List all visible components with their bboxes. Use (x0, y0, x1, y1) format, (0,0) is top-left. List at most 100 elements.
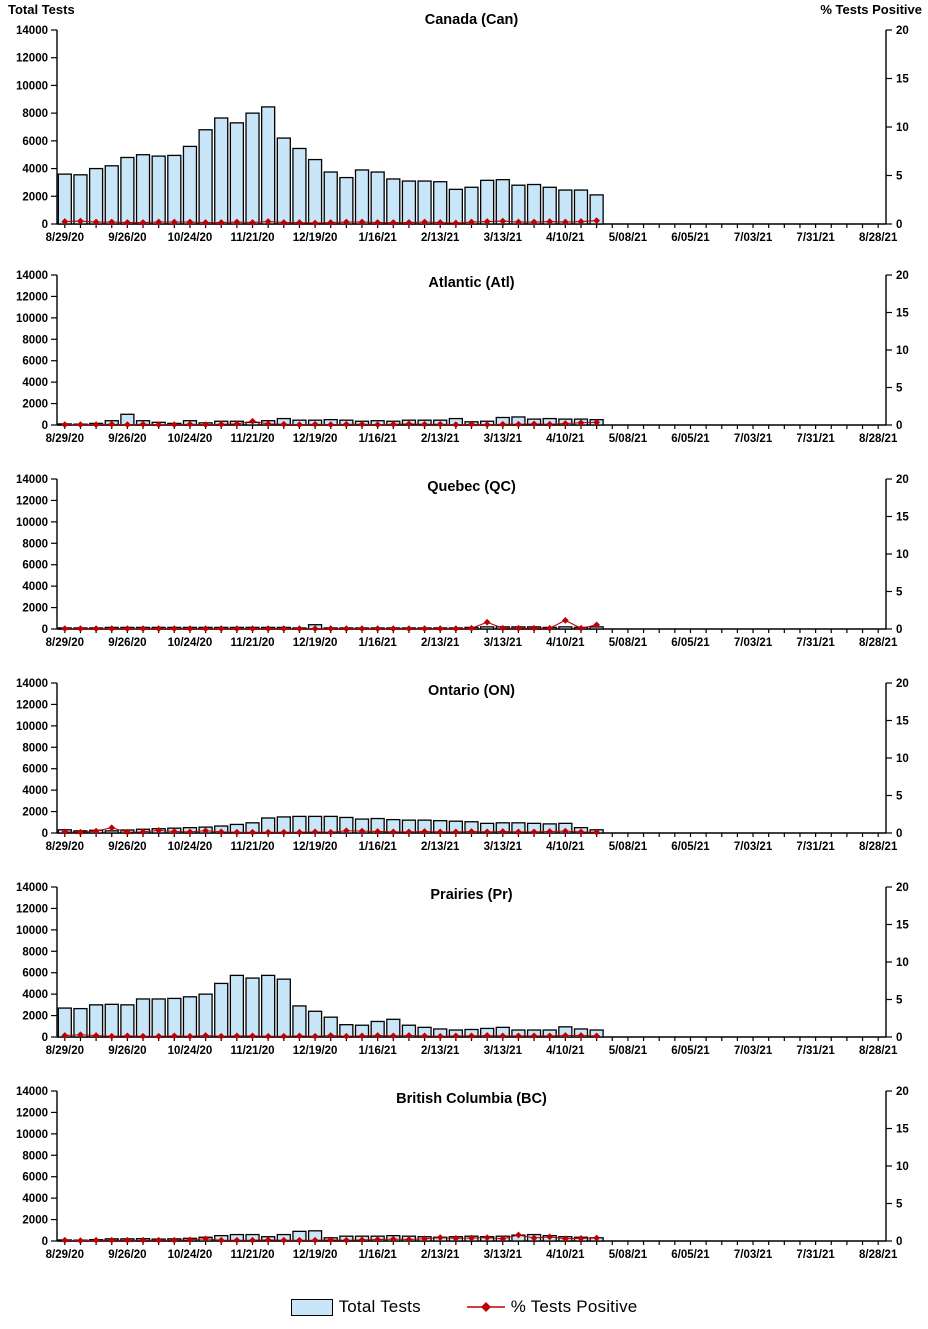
pct-positive-marker (61, 1032, 69, 1039)
x-tick-label: 5/08/21 (609, 637, 648, 649)
legend-label-pct-positive: % Tests Positive (510, 1297, 638, 1316)
right-tick-label: 10 (896, 345, 909, 357)
left-tick-label: 2000 (22, 191, 48, 203)
legend-label-total-tests: Total Tests (338, 1297, 421, 1316)
right-axis-title: % Tests Positive (820, 2, 922, 17)
x-tick-label: 7/03/21 (734, 232, 773, 244)
left-tick-label: 14000 (16, 882, 48, 894)
pct-positive-marker (358, 1032, 366, 1040)
left-tick-label: 0 (42, 420, 48, 432)
pct-positive-marker (374, 219, 382, 226)
pct-positive-marker (483, 421, 491, 429)
pct-positive-marker (436, 219, 444, 226)
pct-positive-marker (61, 421, 69, 429)
left-tick-label: 4000 (22, 989, 48, 1001)
x-tick-label: 12/19/20 (293, 1249, 338, 1261)
pct-positive-marker (530, 1234, 538, 1242)
pct-positive-marker (280, 1032, 288, 1040)
pct-positive-marker (92, 625, 100, 633)
chart-block-atlantic-atl: Atlantic (Atl) 0 2000 4000 6000 8000 10000 1200… (0, 265, 928, 469)
pct-positive-marker (374, 625, 382, 633)
x-tick-label: 10/24/20 (168, 841, 213, 853)
x-tick-label: 11/21/20 (230, 1249, 274, 1261)
pct-positive-marker (452, 828, 460, 836)
left-tick-label: 8000 (22, 538, 48, 550)
pct-positive-marker (155, 625, 163, 633)
right-tick-label: 0 (896, 420, 902, 432)
total-tests-bar (276, 137, 291, 225)
left-tick-label: 6000 (22, 136, 48, 148)
pct-positive-marker (108, 824, 116, 832)
pct-positive-marker (233, 1032, 241, 1040)
left-tick-label: 8000 (22, 946, 48, 958)
left-tick-label: 8000 (22, 108, 48, 120)
total-tests-bar (245, 977, 260, 1038)
pct-positive-marker (436, 1234, 444, 1242)
pct-positive-marker (405, 828, 413, 836)
pct-positive-marker (499, 420, 507, 428)
pct-positive-marker (61, 828, 69, 836)
pct-positive-marker (546, 218, 554, 225)
x-tick-label: 12/19/20 (293, 637, 338, 649)
total-tests-bar (401, 180, 417, 225)
x-tick-label: 2/13/21 (421, 637, 460, 649)
pct-positive-marker (561, 218, 569, 226)
pct-positive-marker (217, 1236, 225, 1244)
pct-positive-marker (311, 420, 319, 428)
total-tests-bar (292, 147, 307, 225)
left-tick-label: 14000 (16, 25, 48, 37)
total-tests-bar (104, 165, 119, 225)
pct-positive-marker (202, 219, 209, 226)
chart-title: British Columbia (BC) (396, 1091, 547, 1107)
pct-positive-marker (483, 618, 491, 626)
total-tests-bar (276, 978, 291, 1038)
right-tick-label: 5 (896, 995, 903, 1007)
right-tick-label: 10 (896, 1161, 909, 1173)
x-tick-label: 7/03/21 (734, 637, 773, 649)
pct-positive-marker (280, 1236, 288, 1244)
pct-positive-marker (374, 1236, 382, 1243)
left-tick-label: 2000 (22, 1011, 48, 1023)
legend-item-total-tests: Total Tests (290, 1297, 421, 1317)
pct-positive-marker (217, 219, 225, 226)
total-tests-bar (104, 1003, 119, 1038)
pct-positive-marker (327, 1236, 335, 1244)
pct-positive-marker (342, 827, 350, 835)
total-tests-bar (198, 993, 213, 1038)
pct-positive-marker (170, 1236, 178, 1244)
pct-positive-marker (61, 625, 69, 633)
pct-positive-marker (123, 1236, 131, 1244)
right-tick-label: 5 (896, 1199, 903, 1211)
pct-positive-marker (389, 219, 397, 226)
chart-svg: Prairies (Pr) 0 2000 4000 6000 8000 10000 12000… (16, 882, 909, 1057)
chart-title: Atlantic (Atl) (428, 275, 514, 291)
x-tick-label: 8/28/21 (859, 1249, 898, 1261)
pct-positive-marker (577, 624, 585, 632)
pct-positive-marker (421, 420, 428, 428)
pct-positive-marker (170, 421, 178, 429)
pct-positive-marker (452, 1032, 460, 1040)
left-tick-label: 14000 (16, 474, 48, 486)
pct-positive-marker (515, 828, 522, 836)
total-tests-bar (182, 996, 198, 1038)
right-tick-label: 20 (896, 25, 909, 37)
total-tests-bar (448, 188, 464, 225)
pct-positive-marker (233, 828, 241, 836)
pct-positive-marker (92, 1032, 100, 1039)
left-tick-label: 0 (42, 828, 48, 840)
pct-positive-marker (77, 1031, 84, 1039)
left-tick-label: 14000 (16, 678, 48, 690)
total-tests-bar (339, 176, 354, 225)
total-tests-bar (386, 178, 401, 225)
right-tick-label: 20 (896, 882, 909, 894)
right-tick-label: 15 (896, 920, 909, 932)
x-tick-label: 8/28/21 (859, 637, 898, 649)
right-tick-label: 0 (896, 624, 902, 636)
x-tick-label: 1/16/21 (358, 232, 397, 244)
pct-positive-marker (577, 218, 585, 225)
total-tests-bar (526, 183, 542, 225)
chart-legend: Total Tests % Tests Positive (0, 1285, 928, 1329)
right-tick-label: 20 (896, 678, 909, 690)
pct-positive-marker (358, 420, 366, 428)
pct-positive-marker (389, 828, 397, 836)
